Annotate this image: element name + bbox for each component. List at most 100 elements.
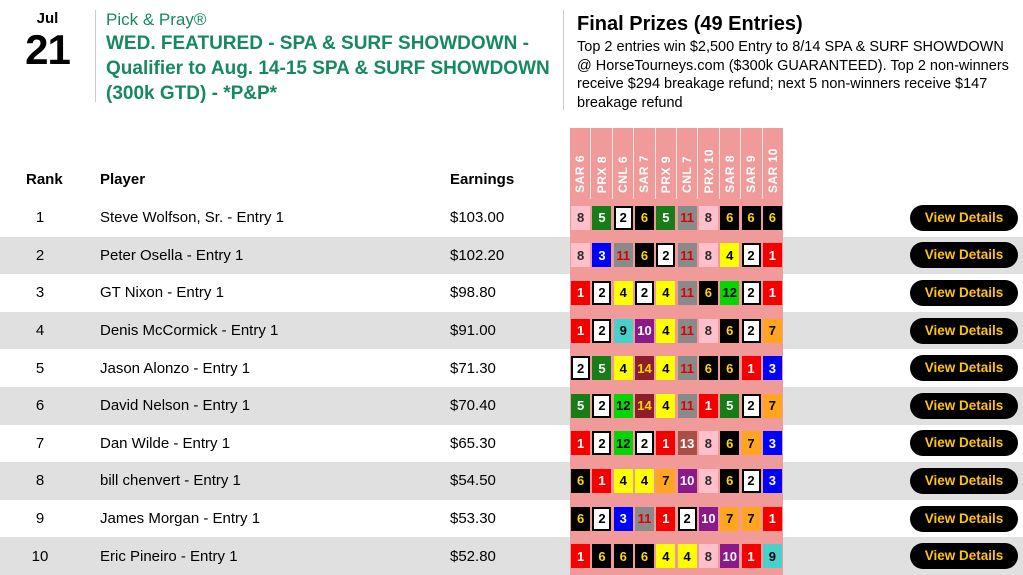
pick-slot: 14	[634, 393, 655, 418]
pick-slot: 8	[570, 243, 591, 268]
pick-slot: 11	[676, 205, 697, 230]
race-header-label: SAR 7	[637, 155, 652, 193]
pick-slot: 11	[676, 393, 697, 418]
horse-number-chip: 12	[613, 393, 633, 418]
table-row: 9 James Morgan - Entry 1 $53.30 6 2 3 11 1 2 10 7 7…	[0, 499, 1023, 538]
pick-slot: 12	[613, 393, 634, 418]
player-name: Eric Pineiro - Entry 1	[100, 547, 238, 565]
pick-slot: 4	[634, 468, 655, 493]
pick-slot: 3	[762, 431, 783, 456]
pick-slot: 8	[698, 544, 719, 569]
pick-slot: 10	[698, 506, 719, 531]
horse-number-chip: 4	[720, 243, 740, 268]
pick-slot: 8	[698, 243, 719, 268]
pick-slot: 2	[613, 205, 634, 230]
horse-number-chip: 10	[698, 506, 718, 531]
horse-number-chip: 11	[677, 318, 697, 343]
column-header-rank: Rank	[26, 171, 63, 188]
horse-number-chip: 6	[635, 243, 655, 268]
race-header-label: PRX 8	[594, 155, 609, 193]
pick-slot: 6	[591, 544, 612, 569]
horse-number-chip: 2	[677, 506, 697, 531]
player-name: Steve Wolfson, Sr. - Entry 1	[100, 209, 284, 227]
view-details-button[interactable]: View Details	[909, 279, 1019, 306]
event-title-block: Pick & Pray® WED. FEATURED - SPA & SURF …	[106, 9, 558, 106]
race-header-label: PRX 9	[658, 155, 673, 193]
earnings-value: $103.00	[450, 209, 505, 227]
view-details-cell: View Details	[905, 500, 1023, 538]
horse-number-chip: 6	[698, 356, 718, 381]
pick-slot: 8	[698, 431, 719, 456]
horse-number-chip: 6	[741, 205, 761, 230]
horse-number-chip: 2	[741, 318, 761, 343]
pick-slot: 11	[613, 243, 634, 268]
horse-number-chip: 1	[571, 318, 591, 343]
horse-number-chip: 1	[762, 506, 782, 531]
player-name: Denis McCormick - Entry 1	[100, 322, 279, 340]
pick-slot: 1	[698, 393, 719, 418]
column-header-player: Player	[100, 171, 146, 188]
pick-slot: 4	[655, 280, 676, 305]
horse-number-chip: 11	[677, 356, 697, 381]
pick-slot: 1	[655, 431, 676, 456]
view-details-button[interactable]: View Details	[909, 505, 1019, 532]
earnings-value: $65.30	[450, 434, 496, 452]
view-details-button[interactable]: View Details	[909, 430, 1019, 457]
horse-number-chip: 7	[656, 468, 676, 493]
race-header-cell: CNL 6	[613, 128, 635, 199]
race-header-cell: PRX 9	[656, 128, 678, 199]
pick-slot: 2	[676, 506, 697, 531]
pick-slot: 9	[613, 318, 634, 343]
horse-number-chip: 3	[592, 243, 612, 268]
horse-number-chip: 6	[571, 506, 591, 531]
horse-number-chip: 2	[741, 243, 761, 268]
pick-slot: 6	[698, 356, 719, 381]
horse-number-chip: 2	[592, 280, 612, 305]
rank-cell: 8	[35, 472, 45, 490]
pick-slot: 6	[613, 544, 634, 569]
event-date: Jul 21	[0, 10, 95, 72]
earnings-value: $91.00	[450, 322, 496, 340]
horse-number-chip: 8	[698, 468, 718, 493]
race-header-label: CNL 6	[616, 156, 631, 193]
table-row: 1 Steve Wolfson, Sr. - Entry 1 $103.00 8 5 2 6…	[0, 199, 1023, 237]
horse-number-chip: 2	[592, 506, 612, 531]
view-details-button[interactable]: View Details	[909, 392, 1019, 419]
horse-number-chip: 6	[762, 205, 782, 230]
horse-number-chip: 4	[677, 544, 697, 569]
view-details-button[interactable]: View Details	[909, 543, 1019, 570]
view-details-button[interactable]: View Details	[909, 317, 1019, 344]
pick-slot: 11	[676, 356, 697, 381]
picks-strip: 8 3 11 6 2 11 8 4 2 1	[570, 236, 783, 275]
picks-strip: 2 5 4 14 4 11 6 6 1 3	[570, 349, 783, 387]
horse-number-chip: 4	[656, 356, 676, 381]
race-column-header: SAR 6 PRX 8 CNL 6 SAR 7 PRX 9 CNL 7 PRX 10 SAR …	[570, 128, 783, 199]
view-details-button[interactable]: View Details	[909, 467, 1019, 494]
view-details-cell: View Details	[905, 199, 1023, 237]
view-details-cell: View Details	[905, 312, 1023, 350]
horse-number-chip: 3	[762, 468, 782, 493]
table-row: 10 Eric Pineiro - Entry 1 $52.80 1 6 6 6 4 4 8 10 1…	[0, 537, 1023, 575]
pick-slot: 11	[676, 280, 697, 305]
pick-slot: 1	[591, 468, 612, 493]
pick-slot: 6	[719, 431, 740, 456]
race-header-cell: PRX 8	[591, 128, 613, 199]
horse-number-chip: 10	[720, 544, 740, 569]
pick-slot: 6	[719, 468, 740, 493]
horse-number-chip: 4	[656, 393, 676, 418]
player-name: Peter Osella - Entry 1	[100, 246, 244, 264]
horse-number-chip: 3	[762, 431, 782, 456]
table-row: 2 Peter Osella - Entry 1 $102.20 8 3 11 6 2 11 8 4…	[0, 236, 1023, 275]
view-details-button[interactable]: View Details	[909, 204, 1019, 231]
horse-number-chip: 12	[720, 280, 740, 305]
horse-number-chip: 1	[592, 468, 612, 493]
horse-number-chip: 11	[677, 243, 697, 268]
view-details-button[interactable]: View Details	[909, 355, 1019, 382]
horse-number-chip: 2	[635, 280, 655, 305]
pick-slot: 4	[719, 243, 740, 268]
horse-number-chip: 4	[656, 280, 676, 305]
horse-number-chip: 5	[656, 205, 676, 230]
pick-slot: 8	[570, 205, 591, 230]
view-details-button[interactable]: View Details	[909, 242, 1019, 269]
